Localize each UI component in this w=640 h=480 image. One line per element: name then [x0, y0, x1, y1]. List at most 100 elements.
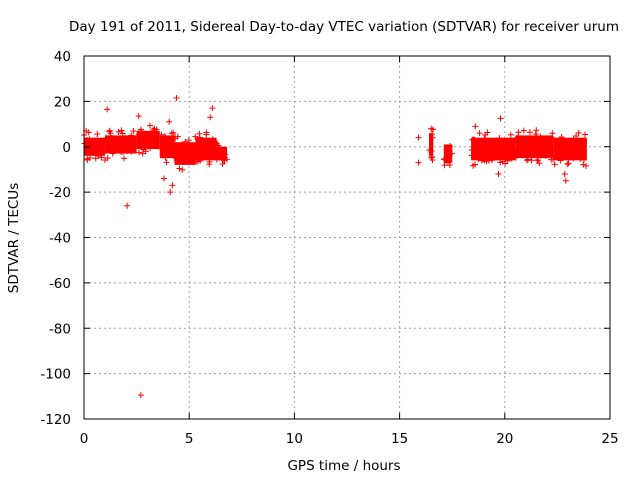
data-point: [118, 127, 125, 134]
data-point: [561, 154, 568, 161]
data-point: [131, 137, 138, 144]
data-point: [580, 146, 587, 153]
data-band: [159, 135, 175, 159]
data-point: [92, 146, 99, 153]
data-point: [137, 126, 144, 133]
data-point: [579, 141, 586, 148]
data-point: [567, 140, 574, 147]
data-point: [98, 154, 105, 161]
y-axis-label: SDTVAR / TECUs: [6, 183, 22, 293]
data-point: [428, 147, 435, 154]
data-point: [152, 135, 159, 142]
outlier-point: [495, 170, 502, 177]
data-point: [153, 126, 160, 133]
outlier-point: [124, 202, 131, 209]
data-point: [447, 142, 454, 149]
outlier-point: [137, 392, 144, 399]
data-point: [108, 134, 115, 141]
data-point: [582, 131, 589, 138]
data-point: [219, 160, 226, 167]
data-point: [507, 139, 514, 146]
outlier-point: [135, 113, 142, 120]
data-point: [103, 145, 110, 152]
data-point: [162, 134, 169, 141]
data-point: [493, 148, 500, 155]
data-point: [146, 140, 153, 147]
data-point: [471, 136, 478, 143]
data-point: [119, 138, 126, 145]
data-point: [179, 158, 186, 165]
data-point: [570, 136, 577, 143]
data-band: [553, 137, 587, 161]
data-point: [521, 135, 528, 142]
data-point: [545, 137, 552, 144]
y-tick-label: -60: [49, 276, 71, 292]
x-tick-label: 15: [391, 431, 408, 447]
data-point: [475, 156, 482, 163]
outlier-point: [415, 159, 422, 166]
data-point: [209, 136, 216, 143]
outlier-point: [562, 177, 569, 184]
data-point: [149, 137, 156, 144]
y-tick-label: 40: [54, 49, 71, 65]
data-point: [184, 147, 191, 154]
data-point: [441, 162, 448, 169]
data-point: [205, 148, 212, 155]
data-point: [104, 155, 111, 162]
data-point: [429, 134, 436, 141]
data-point: [533, 127, 540, 134]
data-point: [522, 144, 529, 151]
outlier-point: [444, 159, 451, 166]
outlier-point: [415, 134, 422, 141]
outlier-point: [169, 182, 176, 189]
data-point: [109, 148, 116, 155]
data-point: [564, 161, 571, 168]
data-point: [200, 141, 207, 148]
data-point: [516, 148, 523, 155]
x-tick-label: 25: [601, 431, 618, 447]
data-point: [146, 122, 153, 129]
data-point: [140, 146, 147, 153]
data-point: [192, 133, 199, 140]
data-point: [575, 129, 582, 136]
data-point: [159, 146, 166, 153]
data-point: [193, 158, 200, 165]
outlier-point: [166, 118, 173, 125]
data-point: [213, 156, 220, 163]
x-tick-label: 20: [496, 431, 513, 447]
outlier-point: [173, 94, 180, 101]
data-point: [136, 134, 142, 141]
data-point: [206, 152, 213, 159]
outlier-point: [428, 125, 435, 132]
data-point: [164, 147, 171, 154]
data-point: [502, 160, 509, 167]
data-point: [486, 148, 493, 155]
data-point: [137, 139, 144, 146]
data-point: [497, 159, 504, 166]
data-point: [127, 140, 134, 147]
data-point: [468, 152, 475, 159]
data-point: [520, 127, 527, 134]
data-point: [583, 162, 590, 169]
data-point: [428, 131, 435, 138]
data-point: [486, 154, 493, 161]
data-point: [492, 143, 499, 150]
data-point: [170, 129, 177, 136]
data-point: [562, 145, 569, 152]
data-point: [162, 154, 169, 161]
x-axis-label: GPS time / hours: [287, 458, 400, 474]
data-point: [429, 156, 436, 163]
data-point: [220, 157, 227, 164]
data-point: [476, 130, 483, 137]
data-band: [471, 137, 516, 161]
outlier-point: [167, 189, 174, 196]
data-point: [535, 152, 542, 159]
data-point: [484, 129, 491, 136]
data-point: [168, 130, 175, 137]
data-point: [441, 155, 448, 162]
axis-ticks: 0 5 10 15 20 25 -120 -100 -80 -60 -40 -20 0 20 40: [40, 49, 618, 447]
data-point: [528, 154, 535, 161]
data-point: [182, 138, 189, 145]
data-point: [166, 150, 173, 157]
outlier-point: [472, 123, 479, 130]
